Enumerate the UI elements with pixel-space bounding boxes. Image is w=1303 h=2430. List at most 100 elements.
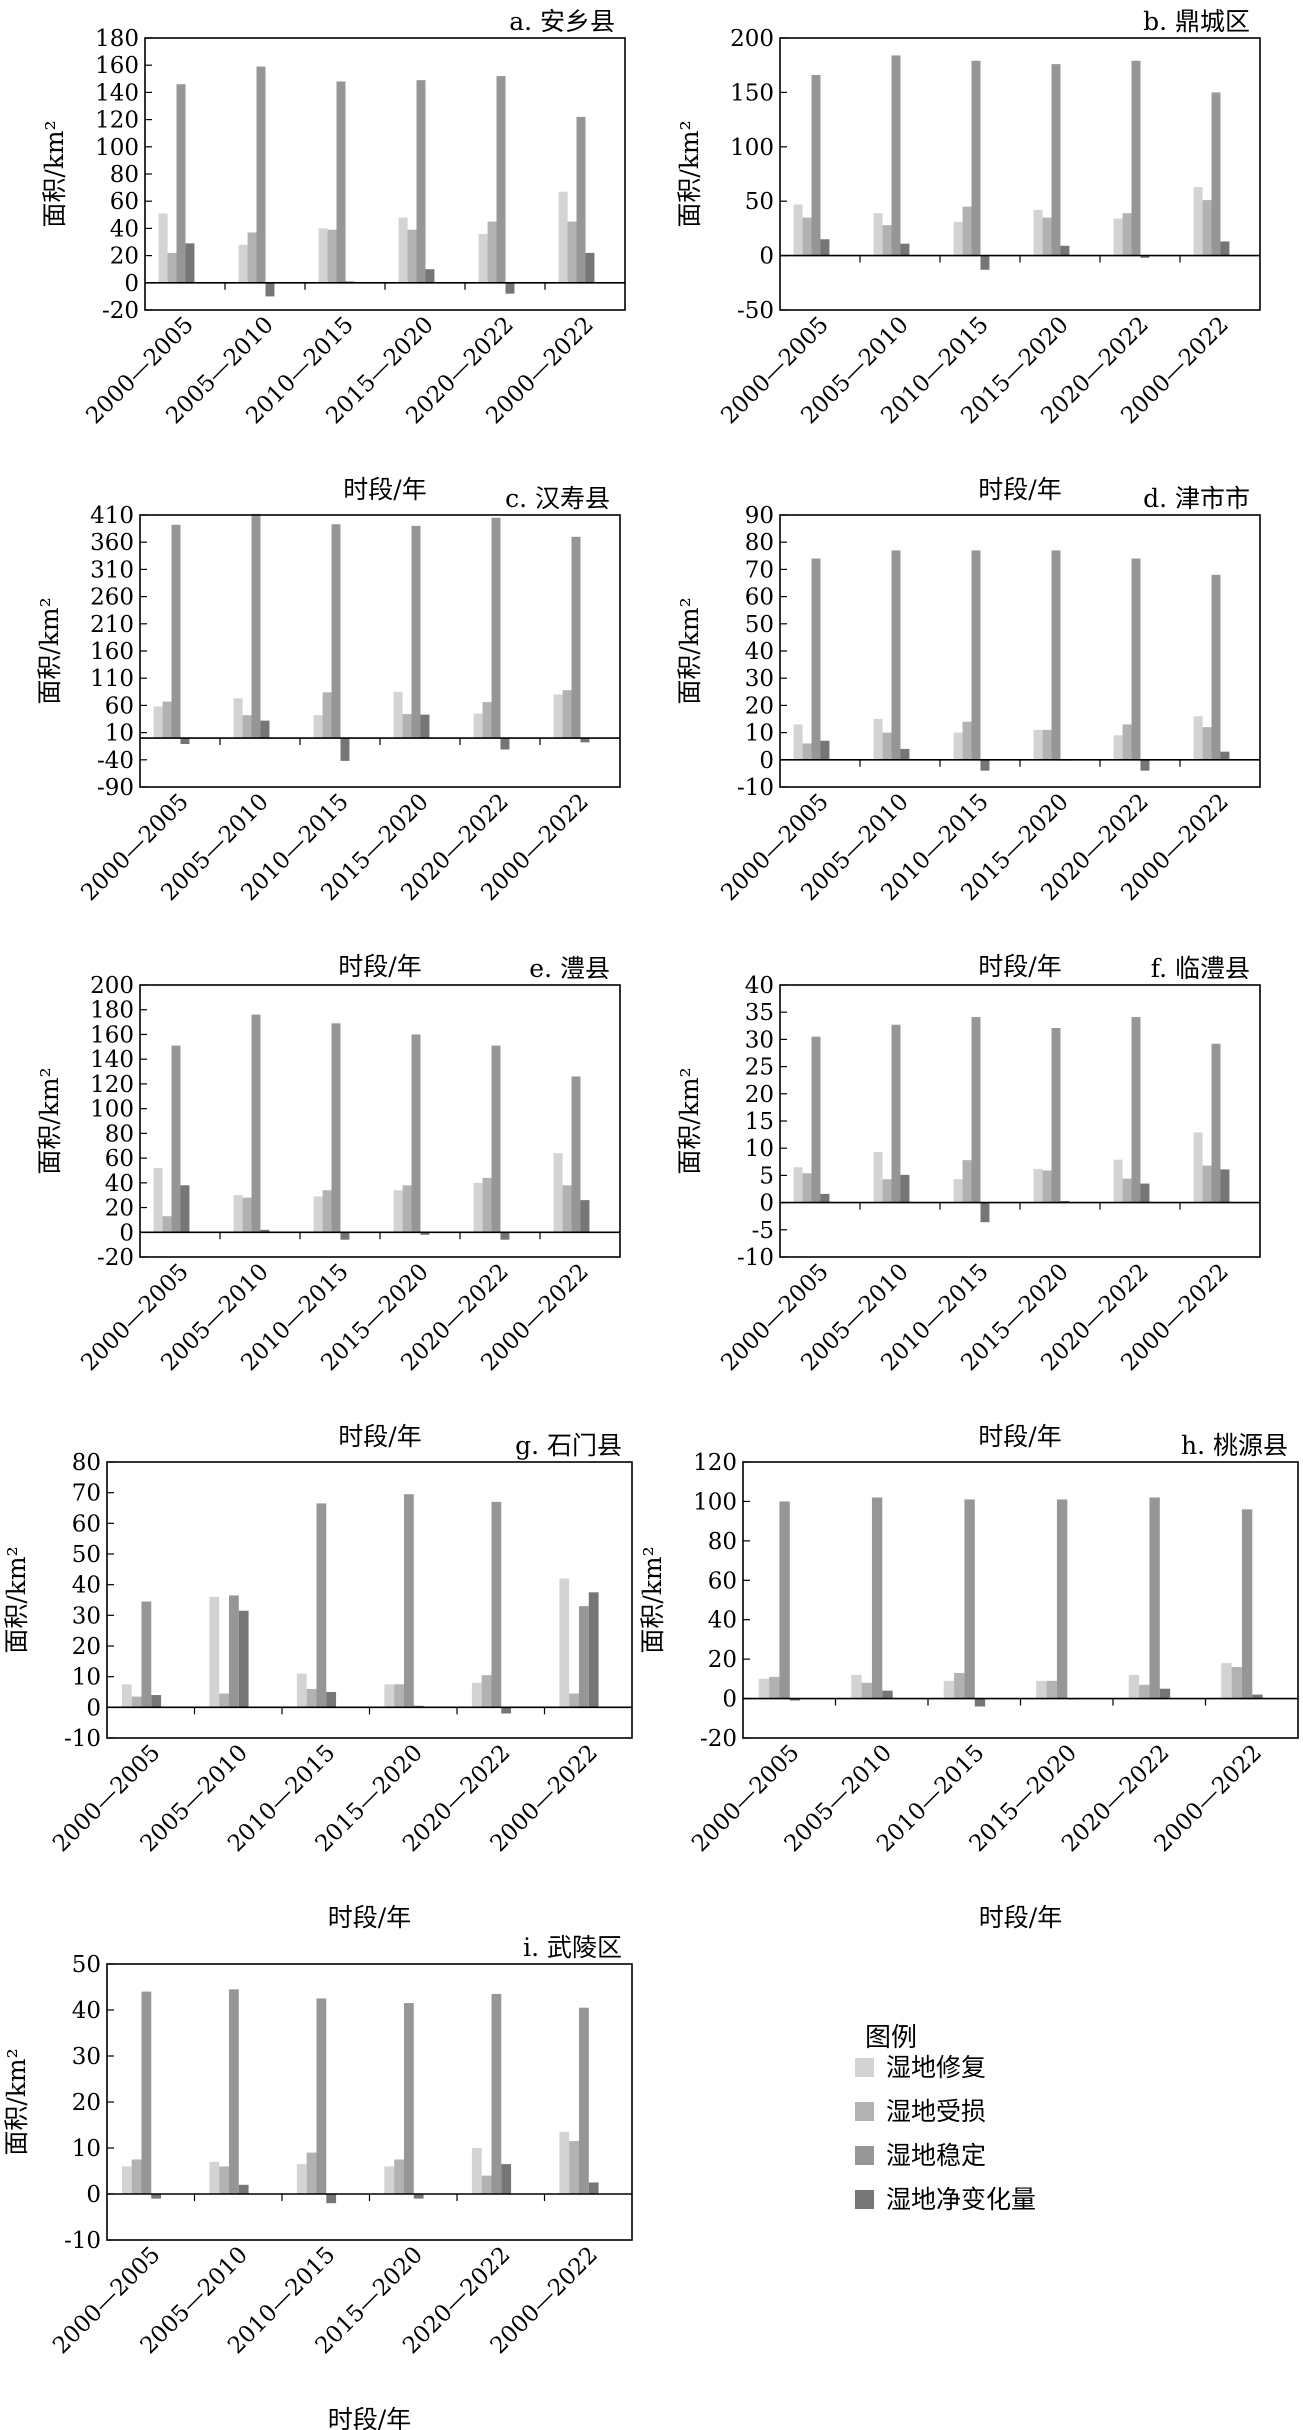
bar-stable-2 [228, 1989, 239, 2194]
y-tick-label: 10 [72, 1665, 101, 1691]
y-tick-label: 60 [745, 585, 774, 611]
y-tick-label: 110 [90, 666, 134, 692]
x-axis-title: 时段/年 [979, 1903, 1062, 1932]
y-tick-label: 30 [745, 666, 774, 692]
bar-damage-6 [562, 1185, 572, 1233]
y-tick-label: 410 [90, 503, 134, 529]
y-axis-title: 面积/km² [638, 1546, 667, 1653]
x-axis-title: 时段/年 [328, 2405, 411, 2430]
bar-net-change-3 [980, 255, 990, 270]
bar-damage-2 [219, 1693, 229, 1708]
chart-panel-e: -200204060801001201401601802002000—20052… [35, 954, 621, 1451]
bar-damage-1 [802, 217, 812, 256]
bar-restore-2 [873, 1152, 883, 1203]
plot-frame [742, 1461, 1299, 1739]
panel-title: e. 澧县 [529, 954, 610, 983]
bar-damage-5 [482, 1177, 492, 1233]
y-tick-label: 150 [730, 80, 774, 106]
y-tick-label: 0 [759, 1191, 774, 1217]
bar-stable-2 [251, 1014, 261, 1233]
bar-stable-5 [491, 1501, 502, 1708]
y-tick-label: -40 [97, 748, 134, 774]
panel-title: d. 津市市 [1143, 484, 1250, 513]
y-tick-label: 0 [759, 748, 774, 774]
y-tick-label: 20 [110, 244, 139, 270]
bar-restore-1 [158, 213, 168, 283]
bar-restore-1 [793, 724, 803, 760]
bar-restore-5 [473, 1182, 483, 1233]
y-tick-label: 40 [72, 1998, 101, 2024]
bar-stable-3 [316, 1503, 327, 1708]
legend-item-net-change: 湿地净变化量 [855, 2185, 1036, 2214]
y-tick-label: 0 [759, 244, 774, 270]
panel-title: c. 汉寿县 [505, 484, 610, 513]
bar-stable-6 [1241, 1509, 1253, 1699]
bar-restore-6 [1221, 1663, 1232, 1699]
bar-restore-4 [1036, 1680, 1047, 1699]
y-tick-label: 80 [708, 1529, 737, 1555]
y-tick-label: 360 [90, 530, 134, 556]
bar-stable-1 [141, 1601, 152, 1708]
bar-restore-2 [873, 213, 883, 256]
bar-restore-2 [233, 698, 243, 739]
bar-damage-3 [306, 1688, 317, 1708]
bar-damage-5 [482, 702, 492, 739]
y-tick-label: -20 [102, 298, 139, 324]
bar-damage-2 [882, 225, 892, 256]
y-tick-label: -10 [64, 1726, 101, 1752]
bar-restore-3 [313, 1196, 323, 1233]
legend-label-net-change: 湿地净变化量 [886, 2185, 1036, 2214]
bar-net-change-6 [580, 738, 590, 743]
bar-damage-4 [1046, 1680, 1057, 1699]
y-tick-label: 40 [745, 639, 774, 665]
bar-net-change-2 [900, 1174, 910, 1203]
bar-restore-5 [1113, 218, 1123, 256]
y-tick-label: 60 [105, 1146, 134, 1172]
bar-net-change-1 [180, 738, 190, 745]
chart-panel-a: -200204060801001201401601802000—20052005… [40, 7, 626, 504]
bar-damage-1 [162, 701, 172, 739]
y-tick-label: 20 [708, 1647, 737, 1673]
bar-stable-2 [891, 550, 901, 760]
x-axis-title: 时段/年 [978, 475, 1061, 504]
y-tick-label: 0 [86, 1695, 101, 1721]
bar-net-change-4 [1060, 245, 1070, 256]
bar-stable-4 [1051, 1027, 1061, 1203]
y-tick-label: 20 [72, 1634, 101, 1660]
bar-damage-1 [802, 1173, 812, 1203]
bar-stable-3 [336, 81, 346, 283]
plot-frame [106, 1461, 633, 1739]
bar-damage-4 [1042, 729, 1052, 760]
bar-restore-4 [384, 1684, 395, 1708]
bar-restore-2 [209, 1596, 220, 1708]
y-tick-label: -10 [737, 1245, 774, 1271]
y-tick-label: 80 [110, 162, 139, 188]
bar-damage-2 [247, 232, 257, 283]
y-tick-label: 200 [90, 973, 134, 999]
y-tick-label: 100 [90, 1097, 134, 1123]
bar-damage-6 [1202, 727, 1212, 760]
legend-item-stable: 湿地稳定 [855, 2141, 986, 2170]
y-tick-label: 60 [105, 693, 134, 719]
y-axis-title: 面积/km² [40, 120, 69, 227]
bar-stable-6 [571, 1076, 581, 1233]
bar-stable-3 [316, 1998, 327, 2194]
bar-net-change-6 [588, 1592, 599, 1708]
bar-stable-2 [891, 55, 901, 256]
bar-stable-2 [891, 1024, 901, 1203]
bar-restore-5 [1128, 1674, 1140, 1699]
y-axis-title: 面积/km² [675, 120, 704, 227]
y-tick-label: 180 [95, 26, 139, 52]
bar-damage-2 [242, 715, 252, 739]
y-tick-label: 25 [745, 1055, 774, 1081]
x-axis-title: 时段/年 [343, 475, 426, 504]
bar-stable-2 [871, 1497, 883, 1699]
bar-stable-6 [1211, 574, 1221, 760]
y-axis-title: 面积/km² [35, 597, 64, 704]
bar-net-change-6 [1220, 1169, 1230, 1203]
y-tick-label: 160 [90, 639, 134, 665]
bar-restore-1 [121, 1684, 132, 1708]
bar-restore-4 [393, 1190, 403, 1233]
bar-damage-6 [569, 2141, 579, 2194]
y-tick-label: 30 [72, 1603, 101, 1629]
